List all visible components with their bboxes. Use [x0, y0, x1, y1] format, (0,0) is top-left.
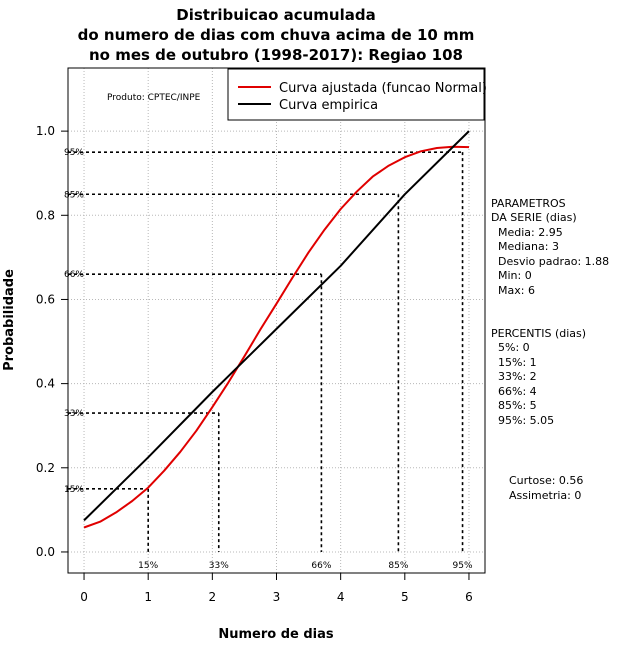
- x-tick-label-4: 4: [337, 590, 345, 604]
- parametros-block: PARAMETROS DA SERIE (dias) Media: 2.95 M…: [491, 197, 609, 297]
- legend: Curva ajustada (funcao Normal) Curva emp…: [227, 68, 487, 121]
- x-tick-label-5: 5: [401, 590, 409, 604]
- legend-label-fitted: Curva ajustada (funcao Normal): [279, 81, 487, 96]
- parametros-min: Min: 0: [498, 269, 532, 282]
- y-tick-label-5: 1.0: [36, 124, 55, 138]
- assimetria-text: Assimetria: 0: [509, 489, 581, 502]
- percentile-x-label-0: 15%: [138, 561, 158, 571]
- axes: 0 1 2 3 4 5 6 0.0 0.2 0.4 0.6 0.8 1.0: [36, 124, 473, 604]
- chart-title-line-1: Distribuicao acumulada: [176, 6, 375, 24]
- x-tick-label-0: 0: [80, 590, 88, 604]
- grid-lines: [68, 68, 485, 573]
- legend-box: [227, 68, 485, 121]
- side-panel: PARAMETROS DA SERIE (dias) Media: 2.95 M…: [491, 197, 609, 502]
- percentis-block: PERCENTIS (dias) 5%: 0 15%: 1 33%: 2 66%…: [491, 327, 586, 427]
- series-line-empirical: [83, 130, 470, 522]
- producer-note: Produto: CPTEC/INPE: [107, 93, 201, 103]
- parametros-media: Media: 2.95: [498, 226, 563, 239]
- parametros-mediana: Mediana: 3: [498, 240, 559, 253]
- x-tick-label-1: 1: [144, 590, 152, 604]
- parametros-subheading: DA SERIE (dias): [491, 211, 577, 224]
- percentis-heading: PERCENTIS (dias): [491, 327, 586, 340]
- percentile-x-label-1: 33%: [209, 561, 229, 571]
- y-tick-label-4: 0.8: [36, 208, 55, 222]
- percentile-y-label-1: 33%: [64, 409, 84, 419]
- series-lines: [83, 130, 470, 529]
- percentile-x-label-4: 95%: [453, 561, 473, 571]
- legend-label-empirical: Curva empirica: [279, 98, 378, 113]
- percentile-markers: 15% 15% 33% 33% 66% 66% 85% 85% 95% 95%: [64, 148, 473, 571]
- parametros-heading: PARAMETROS: [491, 197, 566, 210]
- percentile-y-label-4: 95%: [64, 148, 84, 158]
- chart-title-line-3: no mes de outubro (1998-2017): Regiao 10…: [89, 46, 463, 64]
- parametros-max: Max: 6: [498, 284, 535, 297]
- x-axis-title: Numero de dias: [218, 627, 334, 642]
- x-tick-label-6: 6: [465, 590, 473, 604]
- parametros-desvio: Desvio padrao: 1.88: [498, 255, 609, 268]
- percentis-33: 33%: 2: [498, 370, 537, 383]
- y-tick-label-3: 0.6: [36, 292, 55, 306]
- percentile-y-label-3: 85%: [64, 190, 84, 200]
- percentis-95: 95%: 5.05: [498, 414, 554, 427]
- x-tick-label-3: 3: [273, 590, 281, 604]
- percentis-5: 5%: 0: [498, 341, 530, 354]
- percentile-y-label-0: 15%: [64, 485, 84, 495]
- y-tick-label-1: 0.2: [36, 461, 55, 475]
- percentis-66: 66%: 4: [498, 385, 537, 398]
- curtose-text: Curtose: 0.56: [509, 474, 583, 487]
- chart-title-line-2: do numero de dias com chuva acima de 10 …: [78, 26, 475, 44]
- percentile-x-label-3: 85%: [388, 561, 408, 571]
- y-tick-label-0: 0.0: [36, 545, 55, 559]
- series-line-fitted-normal: [83, 145, 470, 529]
- percentile-y-label-2: 66%: [64, 270, 84, 280]
- y-tick-label-2: 0.4: [36, 377, 55, 391]
- y-axis-title: Probabilidade: [2, 269, 17, 371]
- percentis-15: 15%: 1: [498, 356, 537, 369]
- percentile-x-label-2: 66%: [311, 561, 331, 571]
- x-tick-label-2: 2: [209, 590, 217, 604]
- chart-title: Distribuicao acumulada do numero de dias…: [78, 6, 475, 64]
- percentis-85: 85%: 5: [498, 399, 537, 412]
